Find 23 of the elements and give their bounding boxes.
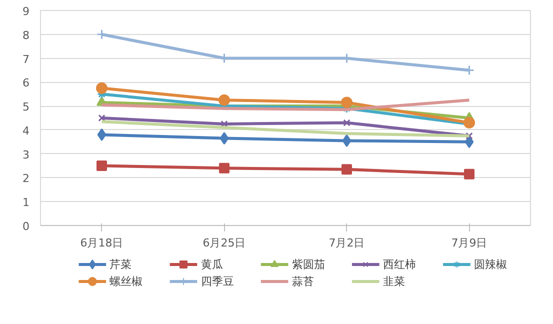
legend-label: 西红柿 bbox=[382, 258, 416, 271]
y-tick-label: 7 bbox=[22, 52, 30, 66]
y-tick-label: 1 bbox=[22, 196, 30, 210]
x-tick-label: 7月2日 bbox=[328, 236, 365, 250]
x-tick-label: 6月25日 bbox=[202, 236, 246, 250]
y-tick-label: 3 bbox=[22, 148, 30, 162]
x-tick-label: 7月9日 bbox=[451, 236, 488, 250]
legend-label: 紫圆茄 bbox=[292, 258, 325, 271]
legend-label: 四季豆 bbox=[200, 275, 234, 288]
legend-label: 圆辣椒 bbox=[474, 258, 508, 271]
legend-label: 蒜苔 bbox=[292, 275, 314, 288]
y-tick-label: 0 bbox=[22, 220, 30, 233]
y-tick-label: 9 bbox=[22, 5, 30, 18]
y-tick-label: 2 bbox=[22, 172, 30, 186]
y-tick-label: 8 bbox=[22, 28, 30, 42]
legend-label: 芹菜 bbox=[110, 258, 132, 271]
legend-label: 韭菜 bbox=[382, 275, 405, 288]
legend-label: 黄瓜 bbox=[200, 258, 223, 271]
y-tick-label: 4 bbox=[22, 124, 30, 138]
y-tick-label: 5 bbox=[22, 100, 30, 114]
x-tick-label: 6月18日 bbox=[80, 236, 124, 250]
y-tick-label: 6 bbox=[22, 76, 30, 90]
legend-label: 螺丝椒 bbox=[110, 275, 143, 288]
